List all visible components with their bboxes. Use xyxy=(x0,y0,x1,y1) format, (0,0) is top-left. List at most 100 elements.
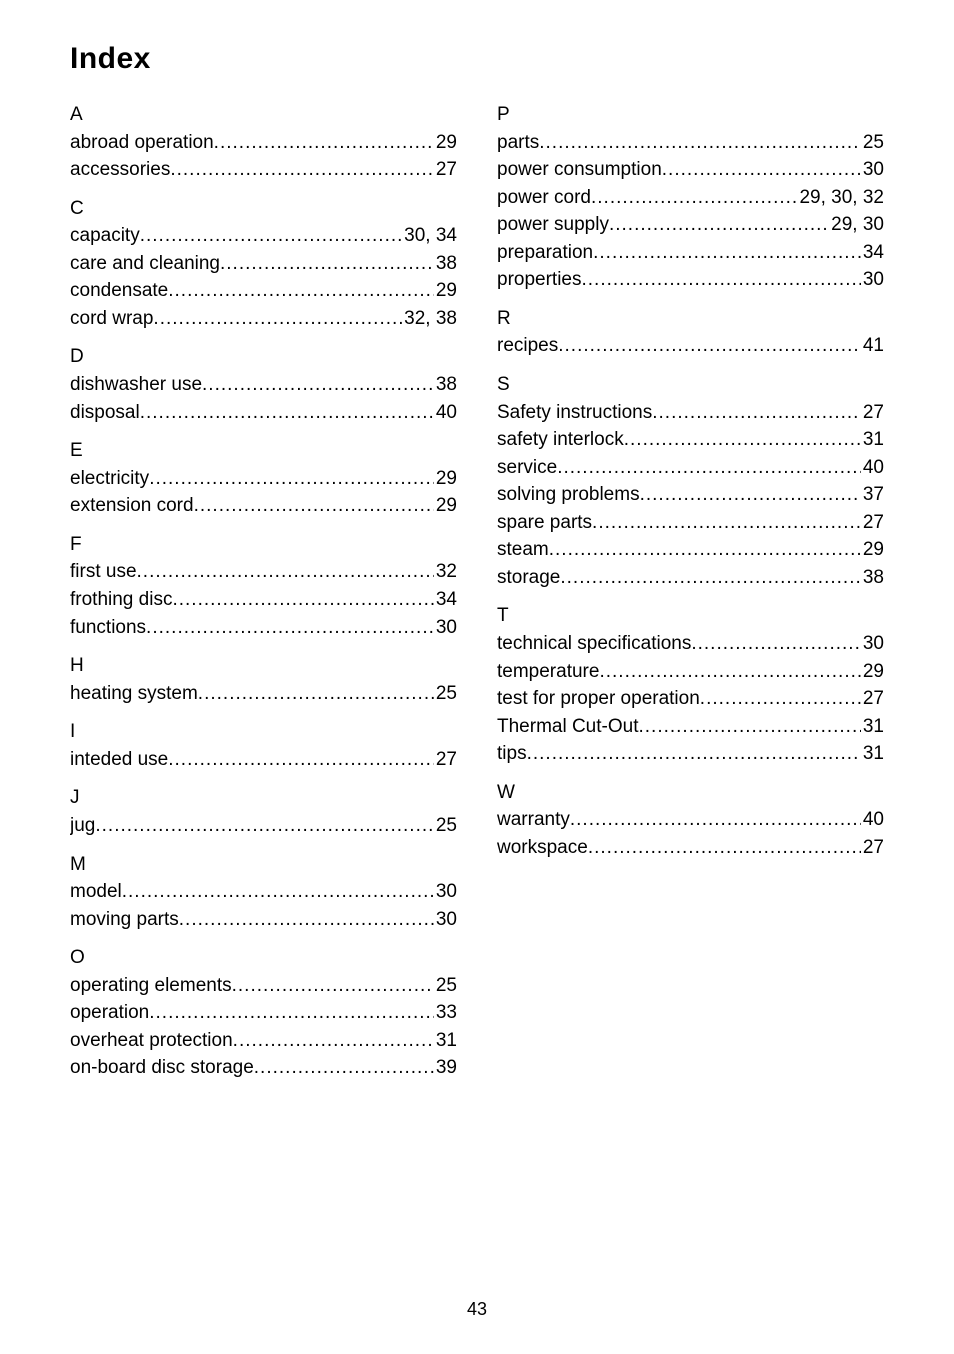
entry-dots xyxy=(609,211,829,239)
entry-pages: 40 xyxy=(861,806,884,834)
entry-label: operation xyxy=(70,999,149,1027)
entry-label: overheat protection xyxy=(70,1027,233,1055)
index-entry: test for proper operation 27 xyxy=(497,685,884,713)
entry-pages: 38 xyxy=(434,371,457,399)
left-column: Aabroad operation29accessories27Ccapacit… xyxy=(70,102,457,1094)
entry-label: operating elements xyxy=(70,972,232,1000)
index-entry: temperature 29 xyxy=(497,658,884,686)
index-entry: operating elements 25 xyxy=(70,972,457,1000)
entry-label: frothing disc xyxy=(70,586,172,614)
index-entry: steam 29 xyxy=(497,536,884,564)
entry-label: recipes xyxy=(497,332,558,360)
index-entry: workspace 27 xyxy=(497,834,884,862)
entry-dots xyxy=(194,492,434,520)
entry-pages: 27 xyxy=(861,399,884,427)
entry-dots xyxy=(527,740,861,768)
entry-pages: 29, 30 xyxy=(829,211,884,239)
entry-pages: 30, 34 xyxy=(402,222,457,250)
index-group: Iinteded use 27 xyxy=(70,719,457,773)
entry-pages: 31 xyxy=(434,1027,457,1055)
index-letter: T xyxy=(497,603,884,630)
index-letter: C xyxy=(70,196,457,223)
index-entry: electricity 29 xyxy=(70,465,457,493)
entry-dots xyxy=(172,586,433,614)
index-entry: safety interlock 31 xyxy=(497,426,884,454)
entry-dots xyxy=(95,812,434,840)
entry-label: disposal xyxy=(70,399,140,427)
index-letter: R xyxy=(497,306,884,333)
entry-label: steam xyxy=(497,536,549,564)
entry-dots xyxy=(168,746,434,774)
entry-dots xyxy=(593,239,861,267)
index-entry: disposal 40 xyxy=(70,399,457,427)
entry-dots xyxy=(198,680,434,708)
index-entry: inteded use 27 xyxy=(70,746,457,774)
entry-label: safety interlock xyxy=(497,426,624,454)
entry-label: warranty xyxy=(497,806,570,834)
entry-label: capacity xyxy=(70,222,140,250)
entry-label: dishwasher use xyxy=(70,371,202,399)
page-number: 43 xyxy=(0,1299,954,1320)
entry-dots xyxy=(202,371,434,399)
entry-dots xyxy=(233,1027,434,1055)
index-group: Ccapacity 30, 34care and cleaning38conde… xyxy=(70,196,457,333)
index-entry: capacity 30, 34 xyxy=(70,222,457,250)
index-group: Ttechnical specifications 30temperature … xyxy=(497,603,884,767)
entry-pages: 32 xyxy=(434,558,457,586)
entry-label: on-board disc storage xyxy=(70,1054,254,1082)
index-group: Rrecipes 41 xyxy=(497,306,884,360)
entry-pages: 41 xyxy=(861,332,884,360)
entry-dots xyxy=(640,481,861,509)
index-letter: M xyxy=(70,852,457,879)
entry-pages: 29 xyxy=(434,129,457,157)
page-title: Index xyxy=(70,42,884,76)
entry-label: workspace xyxy=(497,834,588,862)
entry-dots xyxy=(662,156,861,184)
entry-pages: 25 xyxy=(861,129,884,157)
entry-pages: 30 xyxy=(861,156,884,184)
entry-label: power supply xyxy=(497,211,609,239)
entry-dots xyxy=(582,266,861,294)
entry-label: moving parts xyxy=(70,906,179,934)
entry-pages: 27 xyxy=(861,509,884,537)
entry-dots xyxy=(168,277,434,305)
index-entry: power consumption 30 xyxy=(497,156,884,184)
entry-label: preparation xyxy=(497,239,593,267)
index-entry: tips 31 xyxy=(497,740,884,768)
index-entry: spare parts 27 xyxy=(497,509,884,537)
entry-pages: 31 xyxy=(861,713,884,741)
index-group: Eelectricity 29extension cord29 xyxy=(70,438,457,520)
entry-pages: 38 xyxy=(861,564,884,592)
entry-dots xyxy=(122,878,434,906)
entry-dots xyxy=(652,399,861,427)
index-entry: technical specifications 30 xyxy=(497,630,884,658)
index-entry: condensate29 xyxy=(70,277,457,305)
entry-dots xyxy=(149,999,434,1027)
entry-pages: 37 xyxy=(861,481,884,509)
entry-label: solving problems xyxy=(497,481,640,509)
entry-dots xyxy=(570,806,861,834)
entry-dots xyxy=(700,685,861,713)
entry-pages: 34 xyxy=(434,586,457,614)
entry-dots xyxy=(179,906,434,934)
entry-dots xyxy=(220,250,434,278)
index-entry: recipes 41 xyxy=(497,332,884,360)
index-entry: frothing disc 34 xyxy=(70,586,457,614)
index-group: Pparts 25power consumption 30power cord … xyxy=(497,102,884,294)
entry-label: extension cord xyxy=(70,492,194,520)
entry-pages: 30 xyxy=(434,878,457,906)
entry-pages: 39 xyxy=(434,1054,457,1082)
entry-label: inteded use xyxy=(70,746,168,774)
entry-pages: 29 xyxy=(861,536,884,564)
entry-label: test for proper operation xyxy=(497,685,700,713)
index-entry: solving problems 37 xyxy=(497,481,884,509)
index-entry: accessories27 xyxy=(70,156,457,184)
entry-pages: 30 xyxy=(861,630,884,658)
entry-dots xyxy=(599,658,860,686)
entry-label: storage xyxy=(497,564,560,592)
entry-label: power cord xyxy=(497,184,591,212)
entry-pages: 31 xyxy=(861,740,884,768)
index-entry: parts 25 xyxy=(497,129,884,157)
entry-dots xyxy=(137,558,434,586)
index-entry: properties 30 xyxy=(497,266,884,294)
